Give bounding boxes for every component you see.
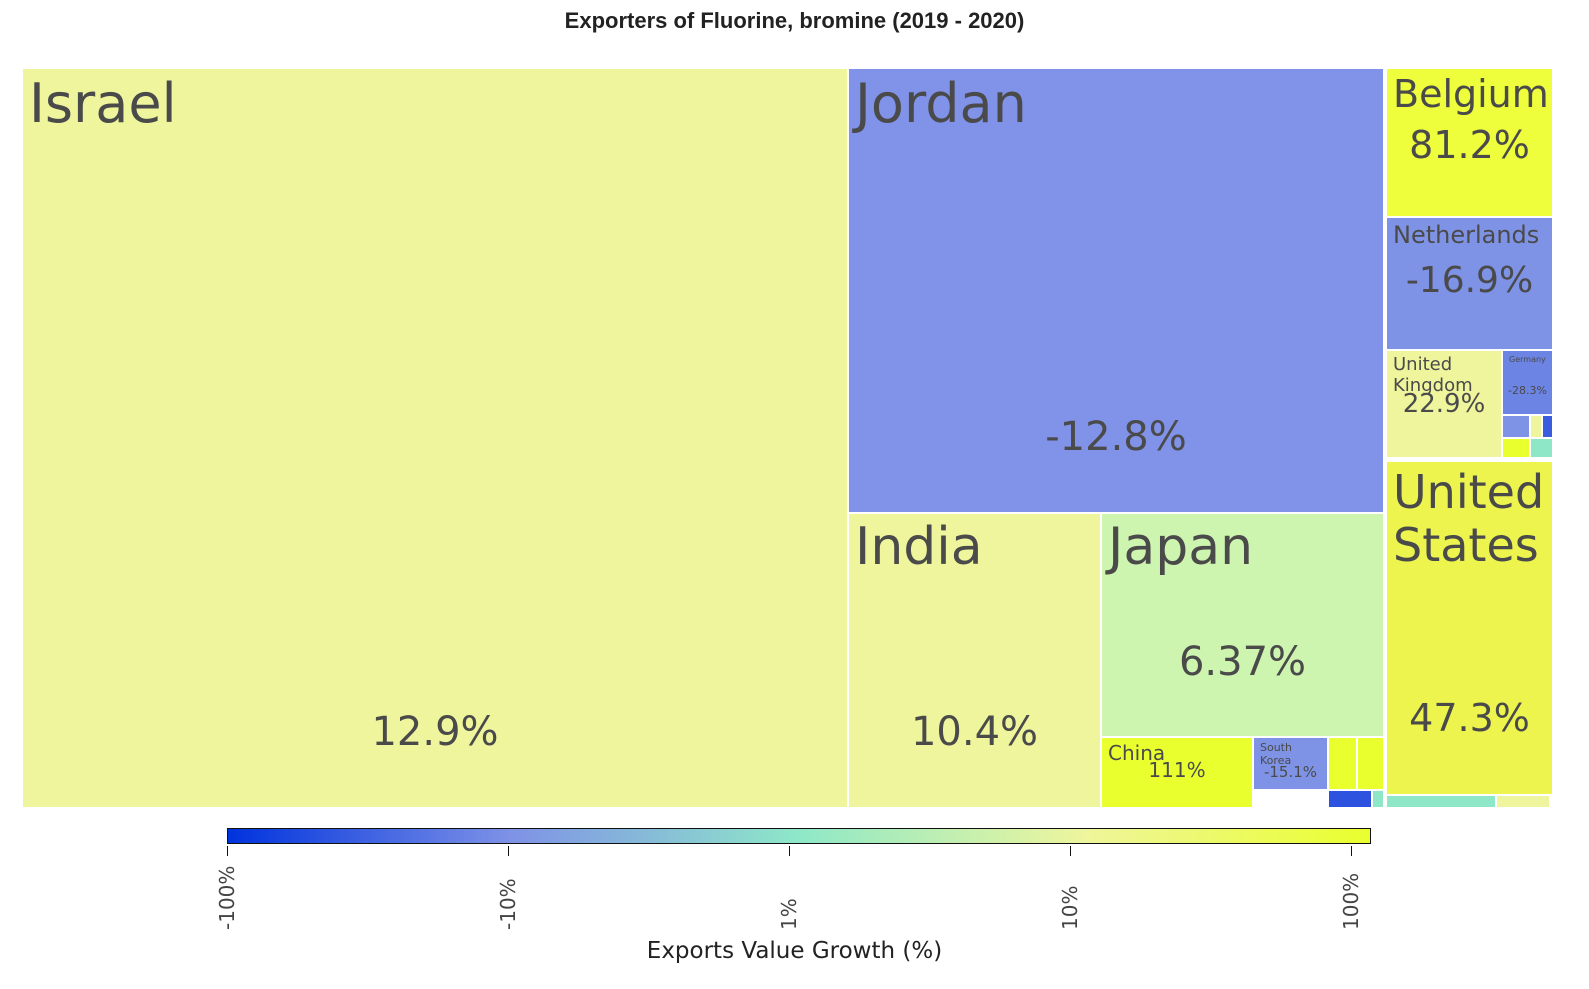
tile-name-united-states: United States	[1393, 465, 1545, 572]
chart-title: Exporters of Fluorine, bromine (2019 - 2…	[564, 8, 1025, 33]
tile-name-united-kingdom: United Kingdom	[1393, 354, 1473, 396]
tile-minor-11[interactable]	[1496, 795, 1550, 808]
tile-value-south-korea: -15.1%	[1263, 763, 1318, 781]
colorbar-label: Exports Value Growth (%)	[646, 938, 943, 964]
tile-minor-2[interactable]	[1357, 737, 1384, 790]
tile-united-kingdom[interactable]: United Kingdom 22.9%	[1386, 350, 1502, 458]
tile-name-india: India	[855, 517, 983, 577]
colorbar-tick-label: 1%	[777, 898, 801, 930]
tile-name-jordan: Jordan	[855, 72, 1027, 135]
tile-value-israel: 12.9%	[371, 709, 499, 755]
tile-israel[interactable]: Israel 12.9%	[22, 68, 848, 808]
tile-value-netherlands: -16.9%	[1405, 260, 1534, 301]
tile-minor-10[interactable]	[1386, 795, 1496, 808]
tile-minor-9[interactable]	[1530, 438, 1553, 458]
colorbar-tick	[1070, 846, 1071, 856]
tile-value-belgium: 81.2%	[1409, 123, 1530, 167]
tile-minor-6[interactable]	[1530, 415, 1542, 438]
colorbar	[227, 828, 1371, 844]
tile-minor-3[interactable]	[1328, 790, 1372, 808]
tile-name-belgium: Belgium	[1393, 72, 1549, 116]
tile-japan[interactable]: Japan 6.37%	[1101, 513, 1384, 737]
tile-value-japan: 6.37%	[1178, 639, 1307, 685]
colorbar-tick	[227, 846, 228, 856]
tile-netherlands[interactable]: Netherlands -16.9%	[1386, 217, 1553, 350]
colorbar-tick	[1351, 846, 1352, 856]
tile-value-united-states: 47.3%	[1409, 696, 1530, 740]
tile-united-states[interactable]: United States 47.3%	[1386, 461, 1553, 795]
tile-south-korea[interactable]: South Korea -15.1%	[1253, 737, 1328, 790]
tile-germany[interactable]: Germany -28.3%	[1502, 350, 1553, 415]
tile-minor-1[interactable]	[1328, 737, 1357, 790]
tile-name-china: China	[1108, 741, 1166, 765]
tile-name-netherlands: Netherlands	[1393, 221, 1540, 249]
tile-minor-5[interactable]	[1502, 415, 1530, 438]
tile-name-germany: Germany	[1509, 355, 1546, 364]
tile-minor-4[interactable]	[1372, 790, 1384, 808]
tile-value-china: 111%	[1148, 758, 1206, 782]
tile-value-united-kingdom: 22.9%	[1402, 389, 1486, 419]
tile-value-germany: -28.3%	[1508, 384, 1547, 397]
tile-value-india: 10.4%	[910, 709, 1039, 755]
colorbar-tick-label: 100%	[1339, 872, 1363, 930]
colorbar-tick	[789, 846, 790, 856]
colorbar-tick-label: -100%	[215, 865, 239, 930]
tile-china[interactable]: China 111%	[1101, 737, 1253, 808]
colorbar-tick-label: -10%	[496, 878, 520, 930]
tile-belgium[interactable]: Belgium 81.2%	[1386, 68, 1553, 217]
tile-name-israel: Israel	[29, 72, 177, 135]
tile-name-south-korea: South Korea	[1260, 741, 1292, 767]
tile-minor-7[interactable]	[1542, 415, 1553, 438]
colorbar-tick	[508, 846, 509, 856]
tile-minor-8[interactable]	[1502, 438, 1530, 458]
tile-value-jordan: -12.8%	[1045, 414, 1187, 460]
tile-jordan[interactable]: Jordan -12.8%	[848, 68, 1384, 513]
tile-name-japan: Japan	[1108, 517, 1254, 577]
tile-india[interactable]: India 10.4%	[848, 513, 1101, 808]
colorbar-tick-label: 10%	[1058, 885, 1082, 930]
